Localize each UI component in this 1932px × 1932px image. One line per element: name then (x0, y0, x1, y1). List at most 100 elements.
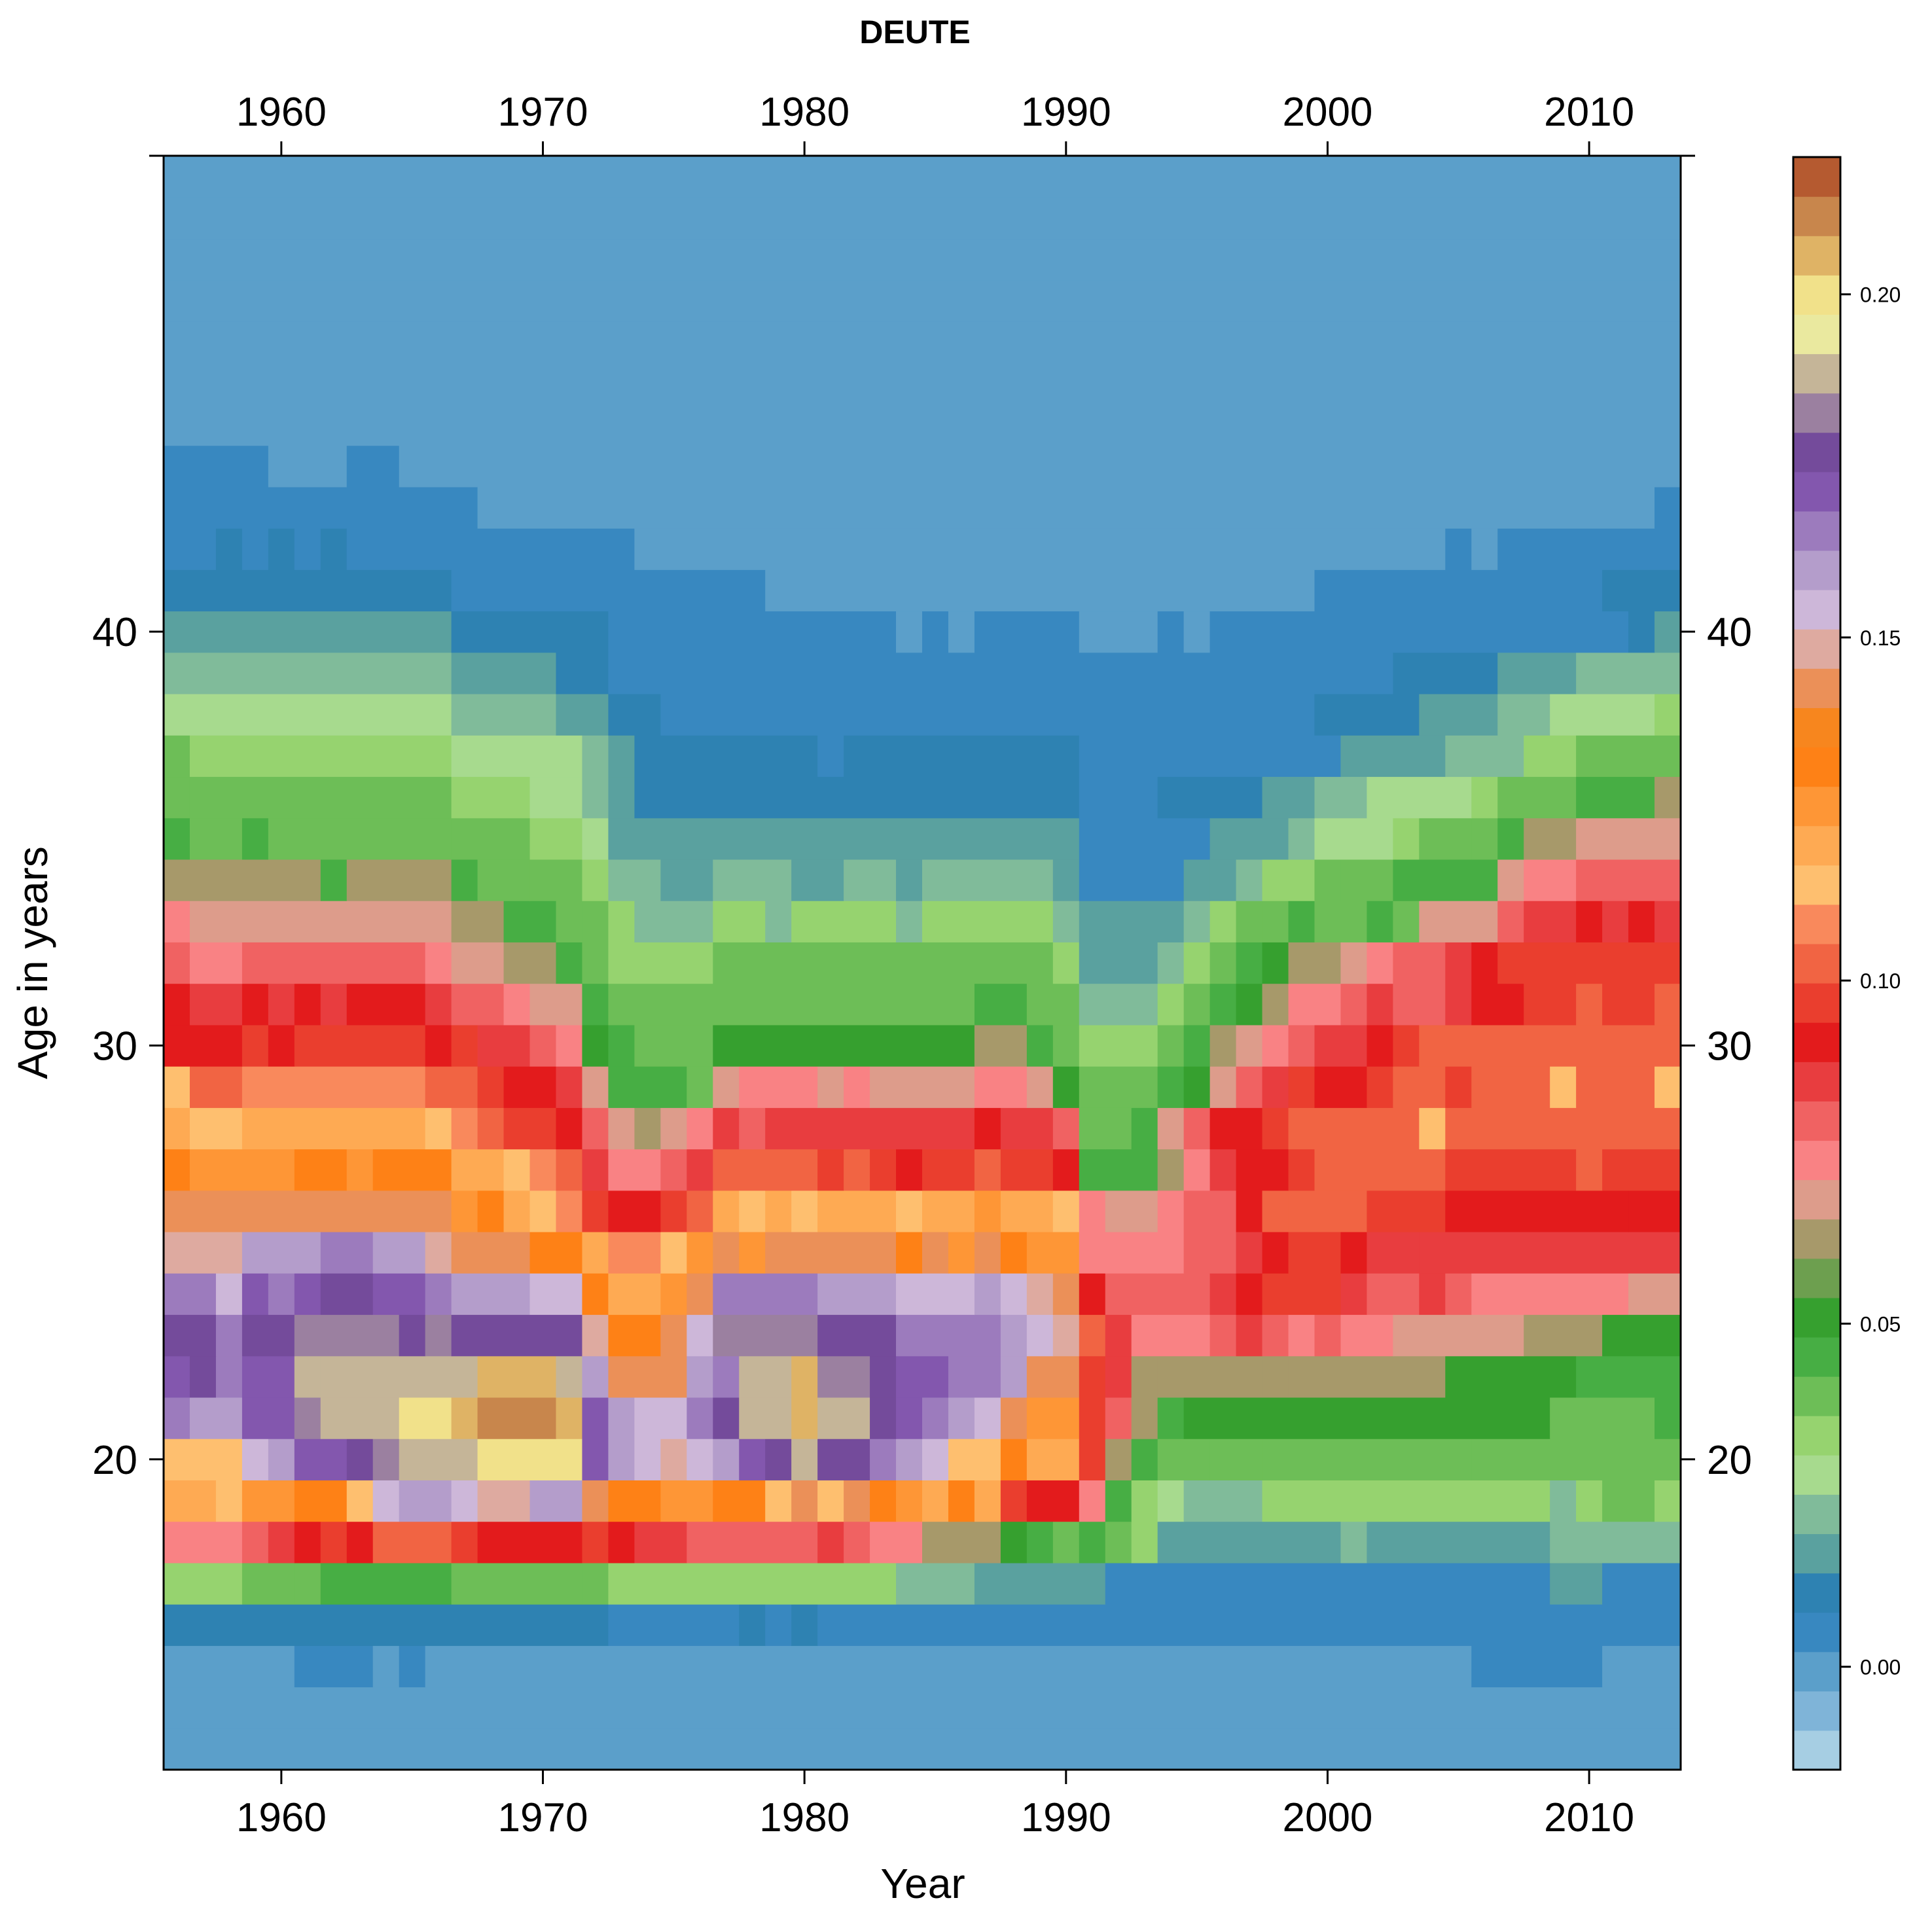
heatmap-cell-age-23-seg-18 (1079, 1314, 1106, 1357)
heatmap-cell-age-34-seg-24 (1497, 859, 1524, 901)
heatmap-cell-age-42-seg-7 (634, 528, 1446, 570)
heatmap-cell-age-28-seg-6 (503, 1107, 557, 1150)
heatmap-cell-age-24-seg-10 (582, 1273, 609, 1315)
heatmap-cell-age-34-seg-3 (451, 859, 478, 901)
heatmap-cell-age-33-seg-15 (1157, 901, 1185, 942)
heatmap-cell-age-28-seg-21 (1131, 1107, 1158, 1150)
heatmap-cell-age-25-seg-19 (974, 1232, 1001, 1274)
heatmap-cell-age-33-seg-30 (1655, 901, 1681, 942)
heatmap-cell-age-31-seg-19 (1183, 983, 1211, 1026)
heatmap-cell-age-20-seg-8 (582, 1439, 609, 1480)
heatmap-cell-age-25-seg-9 (660, 1232, 687, 1274)
heatmap-cell-age-34-seg-18 (1236, 859, 1263, 901)
heatmap-cell-age-18-seg-27 (1550, 1521, 1681, 1564)
colorbar-swatch-7 (1793, 1455, 1840, 1495)
heatmap-cell-age-23-seg-16 (1026, 1314, 1054, 1357)
heatmap-cell-age-42-seg-4 (294, 528, 321, 570)
heatmap-cell-age-26-seg-3 (451, 1190, 478, 1232)
heatmap-cell-age-32-seg-12 (1157, 942, 1185, 984)
heatmap-cell-age-27-seg-23 (1079, 1149, 1158, 1191)
heatmap-cell-age-28-seg-17 (1000, 1107, 1054, 1150)
heatmap-cell-age-27-seg-25 (1183, 1149, 1211, 1191)
heatmap-cell-age-33-seg-6 (608, 901, 635, 942)
heatmap-cell-age-18-seg-12 (687, 1521, 818, 1564)
heatmap-cell-age-39-seg-2 (556, 652, 609, 694)
heatmap-cell-age-24-seg-5 (320, 1273, 374, 1315)
heatmap-cell-age-38-seg-2 (556, 694, 609, 736)
heatmap-cell-age-17-seg-9 (1105, 1562, 1550, 1605)
heatmap-cell-age-33-seg-11 (896, 901, 923, 942)
heatmap-cell-age-34-seg-7 (608, 859, 661, 901)
colorbar-swatch-15 (1793, 1140, 1840, 1181)
x-tick-label-top-1970: 1970 (498, 90, 588, 135)
heatmap-cell-age-17-seg-10 (1550, 1562, 1603, 1605)
heatmap-cell-age-28-seg-24 (1209, 1107, 1263, 1150)
heatmap-cell-age-29-seg-10 (687, 1066, 713, 1108)
heatmap-cell-age-49-seg-0 (164, 238, 1681, 281)
heatmap-cell-age-36-seg-12 (1419, 776, 1472, 819)
colorbar-swatch-12 (1793, 1258, 1840, 1298)
heatmap-cell-age-21-seg-26 (1131, 1397, 1158, 1439)
heatmap-cell-age-33-seg-17 (1209, 901, 1237, 942)
colorbar-swatch-34 (1793, 393, 1840, 433)
heatmap-cell-age-24-seg-19 (1026, 1273, 1054, 1315)
heatmap-cell-age-28-seg-5 (477, 1107, 505, 1150)
heatmap-cell-age-20-seg-20 (922, 1439, 949, 1480)
heatmap-cell-age-39-seg-3 (608, 652, 1393, 694)
heatmap-cell-age-26-seg-30 (1445, 1190, 1629, 1232)
heatmap-cell-age-31-seg-13 (634, 983, 713, 1026)
heatmap-cell-age-21-seg-22 (1000, 1397, 1028, 1439)
heatmap-cell-age-25-seg-13 (765, 1232, 792, 1274)
heatmap-cell-age-36-seg-7 (1079, 776, 1158, 819)
heatmap-cell-age-40-seg-10 (1209, 611, 1629, 653)
heatmap-cell-age-30-seg-18 (1183, 1024, 1211, 1067)
heatmap-cell-age-25-seg-29 (1340, 1232, 1368, 1274)
heatmap-cell-age-21-seg-4 (320, 1397, 400, 1439)
heatmap-cell-age-27-seg-11 (608, 1149, 661, 1191)
heatmap-cell-age-31-seg-0 (164, 983, 190, 1026)
y-tick-label-left-30: 30 (92, 1024, 137, 1069)
heatmap-cell-age-17-seg-0 (164, 1562, 243, 1605)
heatmap-cell-age-30-seg-19 (1209, 1024, 1237, 1067)
heatmap-cell-age-25-seg-21 (1026, 1232, 1080, 1274)
heatmap-cell-age-25-seg-12 (739, 1232, 766, 1274)
heatmap-cell-age-26-seg-20 (1000, 1190, 1054, 1232)
heatmap-cell-age-26-seg-9 (608, 1190, 661, 1232)
heatmap-cell-age-17-seg-1 (241, 1562, 295, 1605)
heatmap-cell-age-29-seg-16 (974, 1066, 1028, 1108)
colorbar-swatch-22 (1793, 865, 1840, 905)
heatmap-cell-age-26-seg-10 (660, 1190, 687, 1232)
heatmap-cell-age-36-seg-6 (634, 776, 1080, 819)
heatmap-cell-age-26-seg-19 (974, 1190, 1001, 1232)
heatmap-cell-age-44-seg-1 (268, 445, 348, 488)
heatmap-cell-age-24-seg-24 (1209, 1273, 1237, 1315)
heatmap-cell-age-25-seg-26 (1236, 1232, 1263, 1274)
heatmap-cell-age-33-seg-18 (1236, 901, 1263, 942)
heatmap-cell-age-20-seg-10 (634, 1439, 661, 1480)
heatmap-cell-age-21-seg-20 (948, 1397, 975, 1439)
heatmap-cell-age-18-seg-3 (294, 1521, 321, 1564)
heatmap-cell-age-35-seg-12 (1393, 817, 1420, 860)
heatmap-cell-age-29-seg-22 (1209, 1066, 1237, 1108)
heatmap-cell-age-19-seg-10 (582, 1480, 609, 1522)
heatmap-cell-age-34-seg-9 (713, 859, 792, 901)
heatmap-cell-age-29-seg-15 (870, 1066, 975, 1108)
heatmap-cell-age-20-seg-6 (399, 1439, 478, 1480)
heatmap-cell-age-23-seg-15 (1000, 1314, 1028, 1357)
heatmap-cell-age-25-seg-10 (687, 1232, 713, 1274)
heatmap-cell-age-24-seg-8 (451, 1273, 531, 1315)
heatmap-cell-age-17-seg-6 (608, 1562, 897, 1605)
heatmap-cell-age-24-seg-6 (372, 1273, 426, 1315)
heatmap-cell-age-26-seg-21 (1052, 1190, 1080, 1232)
heatmap-cell-age-18-seg-25 (1340, 1521, 1368, 1564)
heatmap-cell-age-24-seg-1 (215, 1273, 243, 1315)
heatmap-cell-age-36-seg-17 (1655, 776, 1681, 819)
heatmap-cell-age-26-seg-28 (1288, 1190, 1368, 1232)
heatmap-cell-age-21-seg-13 (713, 1397, 740, 1439)
x-tick-label-top-2010: 2010 (1544, 90, 1634, 135)
heatmap-cell-age-20-seg-28 (1209, 1439, 1263, 1480)
heatmap-cell-age-32-seg-9 (713, 942, 1054, 984)
heatmap-cell-age-34-seg-16 (1183, 859, 1211, 901)
heatmap-cell-age-29-seg-23 (1236, 1066, 1263, 1108)
heatmap-cell-age-20-seg-25 (1105, 1439, 1132, 1480)
